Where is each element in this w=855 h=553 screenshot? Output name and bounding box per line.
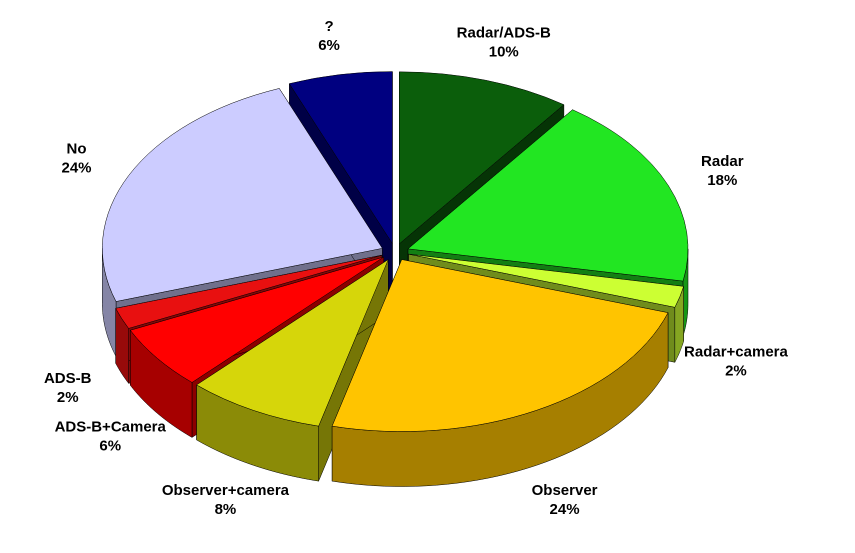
slice-value-label: 6%	[318, 37, 340, 54]
slice-label: Radar+camera	[684, 344, 788, 361]
slice-value-label: 8%	[215, 501, 237, 518]
slice-label: No	[67, 140, 87, 157]
slice	[408, 253, 684, 308]
slice-value-label: 24%	[61, 159, 91, 176]
slice-value-label: 6%	[99, 437, 121, 454]
slice-label: Observer+camera	[162, 482, 290, 499]
slice-value-label: 24%	[550, 501, 580, 518]
slice-value-label: 18%	[707, 172, 737, 189]
slice	[102, 88, 383, 302]
slice	[196, 258, 389, 427]
slice-value-label: 2%	[725, 363, 747, 380]
slice-value-label: 2%	[57, 389, 79, 406]
slice-label: Radar/ADS-B	[457, 25, 551, 42]
slice	[129, 256, 384, 383]
slice-label: Radar	[701, 153, 744, 170]
slice	[115, 254, 383, 329]
slice	[331, 259, 669, 432]
slice	[399, 71, 565, 245]
slice	[407, 109, 689, 282]
slice-value-label: 10%	[489, 44, 519, 61]
slice-label: Observer	[532, 482, 598, 499]
slice-label: ?	[324, 18, 333, 35]
slice-label: ADS-B	[44, 370, 92, 387]
slice	[288, 71, 393, 245]
slice-label: ADS-B+Camera	[55, 418, 167, 435]
